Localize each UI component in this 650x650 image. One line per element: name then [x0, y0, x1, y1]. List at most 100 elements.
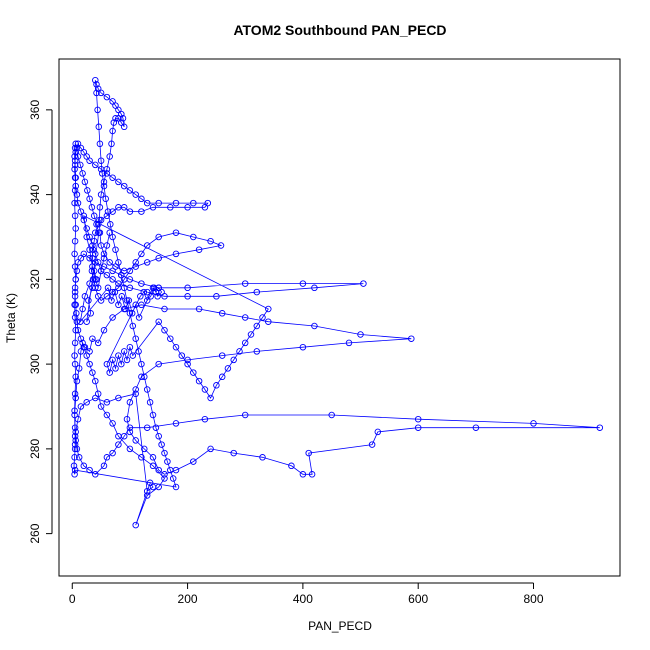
data-point: [94, 106, 101, 114]
data-point: [109, 314, 116, 321]
data-point: [184, 204, 191, 211]
data-point: [72, 140, 79, 148]
data-point: [115, 178, 122, 186]
data-point: [108, 297, 115, 304]
data-point: [106, 153, 113, 160]
data-point: [132, 191, 139, 198]
data-point: [71, 445, 79, 453]
data-point: [414, 415, 422, 423]
data-point: [169, 475, 177, 482]
data-point: [172, 199, 180, 207]
data-point: [72, 182, 79, 190]
data-point: [115, 106, 122, 114]
data-point: [213, 293, 220, 300]
data-point: [149, 462, 157, 470]
data-point: [83, 225, 90, 232]
data-point: [92, 229, 99, 236]
data-point: [112, 246, 119, 253]
data-point: [190, 233, 197, 241]
data-point: [77, 161, 84, 169]
data-point: [299, 471, 307, 478]
data-point: [207, 445, 214, 453]
data-point: [94, 339, 102, 347]
data-point: [201, 386, 209, 393]
data-point: [72, 225, 79, 232]
data-point: [109, 276, 116, 283]
data-point: [143, 487, 151, 495]
data-point: [71, 250, 78, 258]
data-point: [259, 314, 266, 321]
data-point: [79, 170, 86, 177]
data-point: [104, 208, 112, 215]
data-point: [109, 233, 116, 241]
data-point: [132, 335, 139, 342]
data-point: [126, 424, 134, 431]
data-point: [90, 237, 98, 245]
data-point: [77, 335, 85, 342]
data-point: [72, 437, 79, 444]
data-point: [143, 288, 151, 296]
data-point: [311, 284, 318, 292]
data-point: [128, 310, 136, 317]
data-point: [89, 369, 96, 376]
data-point: [265, 318, 272, 325]
data-point: [103, 242, 111, 249]
data-point: [129, 352, 137, 359]
data-point: [596, 424, 604, 431]
data-point: [241, 339, 249, 347]
data-point: [143, 424, 151, 431]
data-point: [104, 284, 112, 292]
y-tick-label: 320: [28, 269, 42, 289]
data-point: [71, 284, 79, 292]
data-point: [86, 246, 93, 253]
data-point: [97, 267, 105, 275]
data-point: [71, 352, 78, 359]
data-point: [71, 212, 79, 220]
data-point: [328, 411, 335, 419]
y-tick-label: 280: [28, 439, 42, 459]
data-point: [115, 259, 122, 266]
data-point: [72, 394, 79, 402]
data-point: [73, 318, 81, 325]
data-point: [149, 454, 157, 461]
data-point: [217, 242, 225, 249]
data-point: [71, 237, 79, 245]
data-point: [247, 331, 255, 338]
data-point: [123, 297, 131, 304]
data-point: [71, 466, 79, 474]
data-point: [138, 250, 145, 258]
data-point: [195, 305, 203, 313]
data-point: [132, 437, 139, 444]
data-point: [143, 386, 151, 393]
data-point: [109, 208, 116, 215]
data-point: [158, 288, 165, 296]
data-point: [92, 471, 99, 478]
x-tick-label: 800: [523, 592, 543, 606]
data-point: [109, 127, 116, 135]
data-point: [141, 373, 148, 381]
data-point: [184, 360, 191, 368]
data-point: [86, 195, 93, 203]
data-point: [74, 326, 82, 334]
data-point: [120, 123, 128, 131]
data-point: [79, 305, 86, 313]
data-point: [95, 229, 103, 236]
y-tick-label: 360: [28, 100, 42, 120]
data-point: [97, 297, 105, 304]
data-point: [167, 335, 174, 342]
data-point: [167, 204, 174, 211]
data-point: [73, 445, 81, 453]
data-point: [253, 322, 261, 330]
data-point: [299, 343, 307, 351]
data-point: [161, 305, 168, 313]
data-point: [97, 403, 105, 410]
data-point: [230, 356, 237, 364]
data-point: [94, 284, 102, 292]
data-point: [115, 394, 122, 402]
data-point: [96, 204, 104, 211]
data-point: [213, 382, 220, 389]
data-point: [103, 411, 111, 419]
data-point: [71, 187, 79, 194]
data-point: [109, 449, 116, 457]
data-point: [115, 352, 122, 359]
